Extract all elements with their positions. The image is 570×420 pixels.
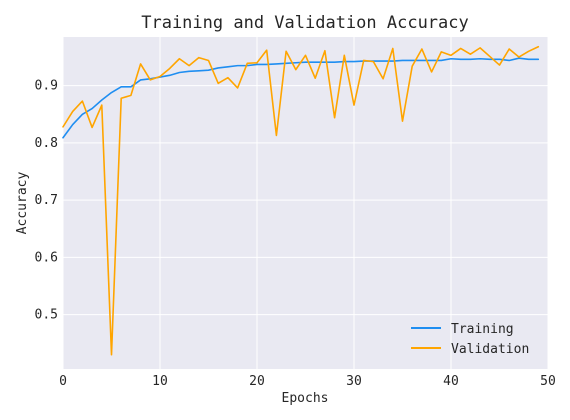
x-tick-label: 30 — [346, 374, 362, 389]
y-tick-label: 0.6 — [35, 250, 58, 265]
y-axis-label: Accuracy — [15, 172, 30, 235]
legend: Training Validation — [411, 322, 529, 357]
y-tick-label: 0.9 — [35, 79, 58, 94]
grid-lines — [62, 37, 549, 369]
x-tick-label: 50 — [540, 374, 556, 389]
chart-title: Training and Validation Accuracy — [141, 13, 469, 33]
series-line-validation — [62, 45, 540, 356]
x-axis-label: Epochs — [282, 391, 329, 406]
x-tick-label: 10 — [152, 374, 168, 389]
series-layer — [62, 45, 540, 356]
y-tick-label: 0.7 — [35, 193, 58, 208]
y-tick-label: 0.8 — [35, 136, 58, 151]
legend-label-validation: Validation — [451, 342, 529, 357]
x-tick-label: 40 — [443, 374, 459, 389]
legend-label-training: Training — [451, 322, 514, 337]
x-tick-label: 20 — [249, 374, 265, 389]
y-tick-label: 0.5 — [35, 308, 58, 323]
tick-labels: 0 10 20 30 40 50 0.5 0.6 0.7 0.8 0.9 — [35, 79, 556, 389]
plot-area — [63, 37, 548, 369]
x-tick-label: 0 — [59, 374, 67, 389]
